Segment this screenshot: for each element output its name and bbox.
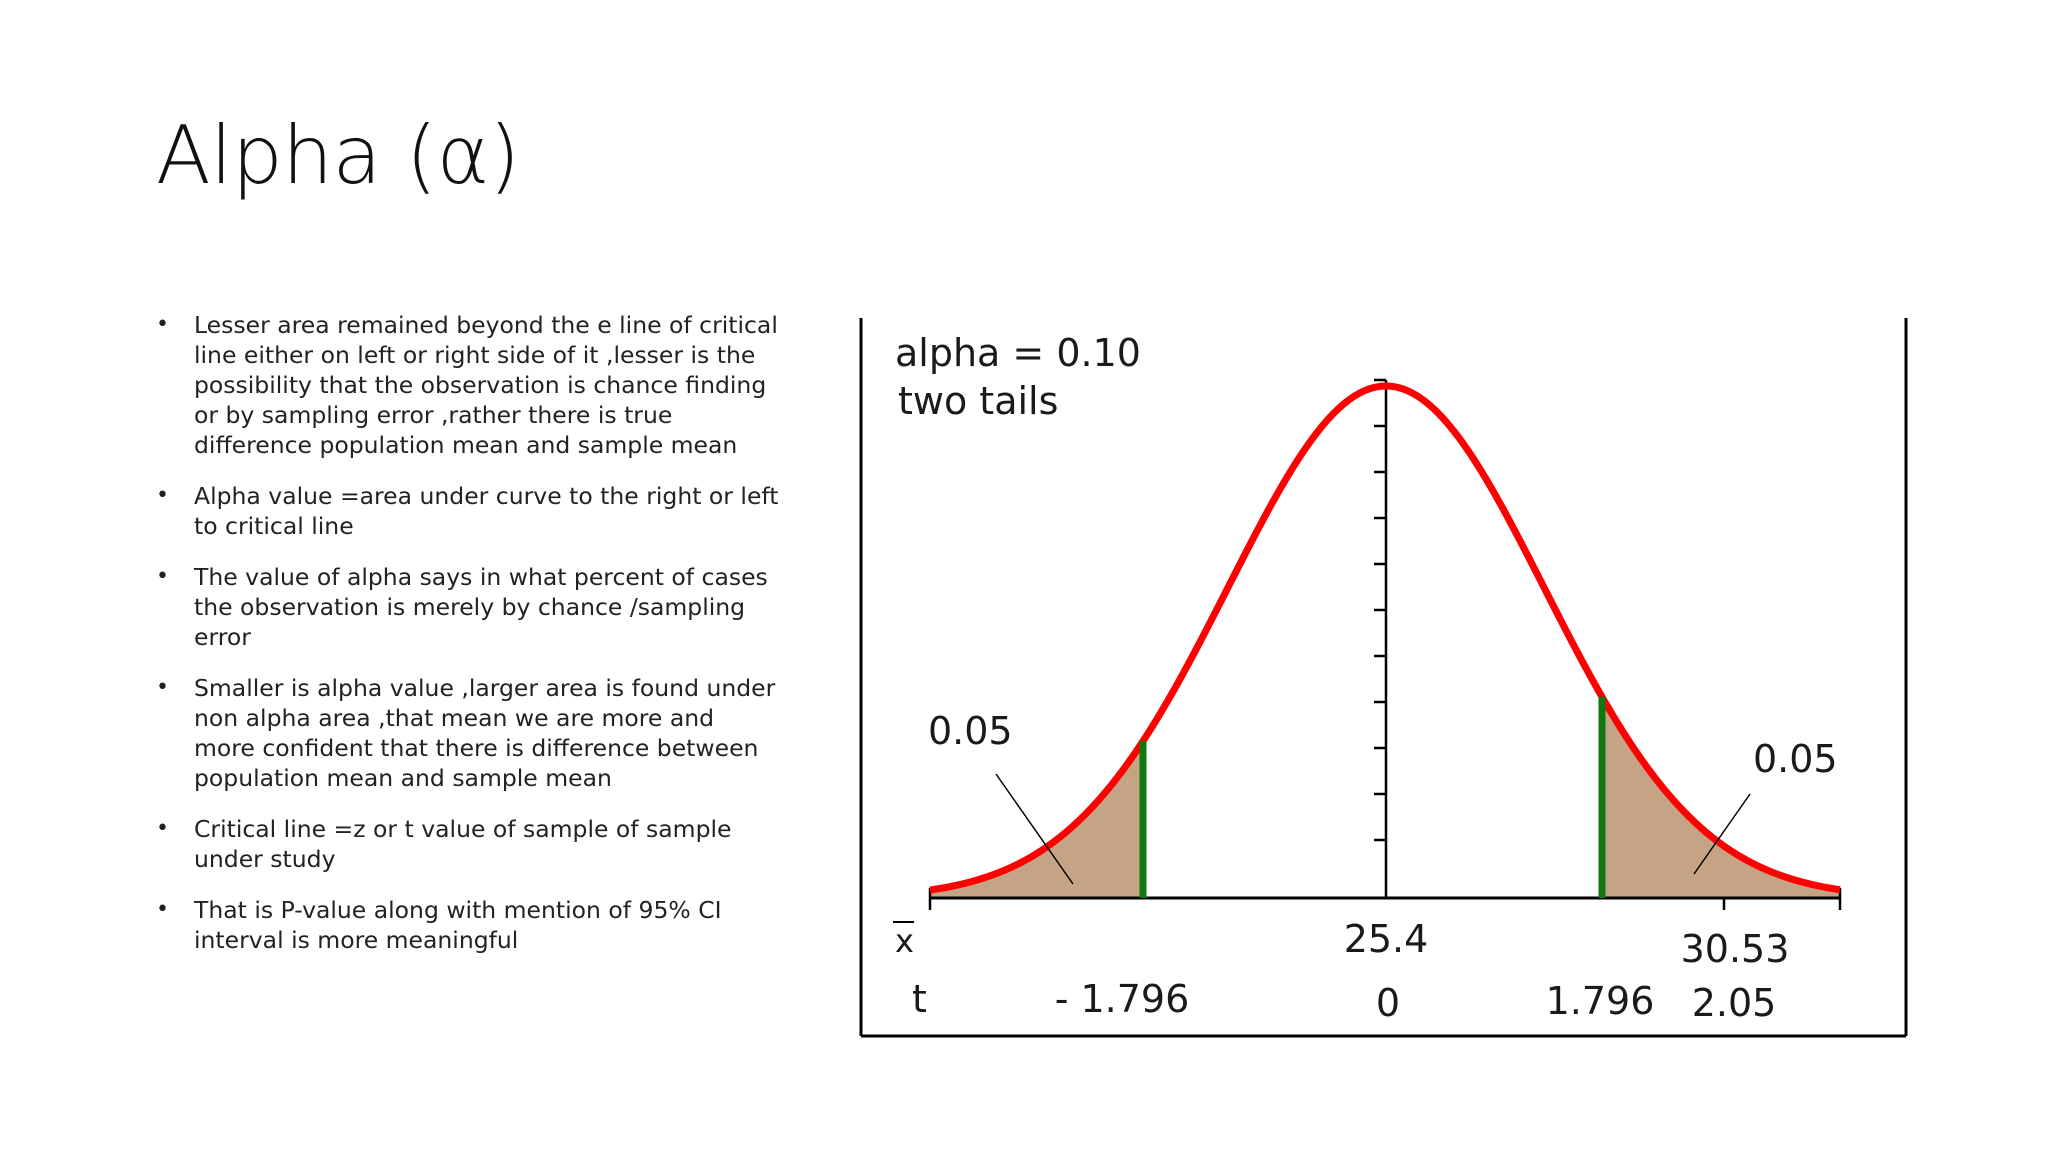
xbar-symbol: x (895, 922, 914, 960)
bullet-text: Critical line =z or t value of sample of… (194, 815, 732, 873)
bullet-icon: • (156, 816, 169, 841)
t-left-critical-value: - 1.796 (1055, 977, 1190, 1021)
left-tail-area (930, 742, 1143, 898)
xbar-center-value: 25.4 (1344, 917, 1429, 961)
bullet-item: • The value of alpha says in what percen… (150, 562, 780, 652)
t-distribution-diagram: alpha = 0.10 two tails 0.05 0.05 x 25.4 … (858, 318, 1908, 1040)
right-tail-area (1602, 696, 1840, 898)
bullet-text: Alpha value =area under curve to the rig… (194, 482, 779, 540)
bullet-icon: • (156, 897, 169, 922)
t-center-value: 0 (1376, 981, 1400, 1025)
right-tail-value: 0.05 (1753, 737, 1838, 781)
bullet-text: The value of alpha says in what percent … (194, 563, 768, 651)
t-right-critical-value: 1.796 (1546, 979, 1655, 1023)
bullet-text: Smaller is alpha value ,larger area is f… (194, 674, 776, 792)
t-observed-value: 2.05 (1692, 981, 1777, 1025)
left-tail-value: 0.05 (928, 709, 1013, 753)
bullet-icon: • (156, 675, 169, 700)
diagram-canvas: alpha = 0.10 two tails 0.05 0.05 x 25.4 … (859, 318, 1908, 1038)
bullet-text: Lesser area remained beyond the e line o… (194, 311, 778, 459)
bullet-item: • Critical line =z or t value of sample … (150, 814, 780, 874)
alpha-value-label: alpha = 0.10 (895, 331, 1141, 375)
bullet-text: That is P-value along with mention of 95… (194, 896, 722, 954)
bullet-icon: • (156, 483, 169, 508)
bullet-item: • That is P-value along with mention of … (150, 895, 780, 955)
bullet-list: • Lesser area remained beyond the e line… (150, 310, 780, 976)
slide-title: Alpha (α) (156, 109, 520, 202)
vertical-axis-ticks (1374, 378, 1386, 842)
bell-curve (928, 382, 1842, 894)
bullet-icon: • (156, 312, 169, 337)
xbar-observed-value: 30.53 (1681, 927, 1790, 971)
bullet-item: • Lesser area remained beyond the e line… (150, 310, 780, 460)
right-tail-pointer (1693, 793, 1751, 875)
two-tails-label: two tails (898, 379, 1058, 423)
bullet-icon: • (156, 564, 169, 589)
left-tail-pointer (995, 773, 1074, 885)
bullet-item: • Alpha value =area under curve to the r… (150, 481, 780, 541)
bullet-item: • Smaller is alpha value ,larger area is… (150, 673, 780, 793)
t-symbol: t (912, 977, 927, 1021)
